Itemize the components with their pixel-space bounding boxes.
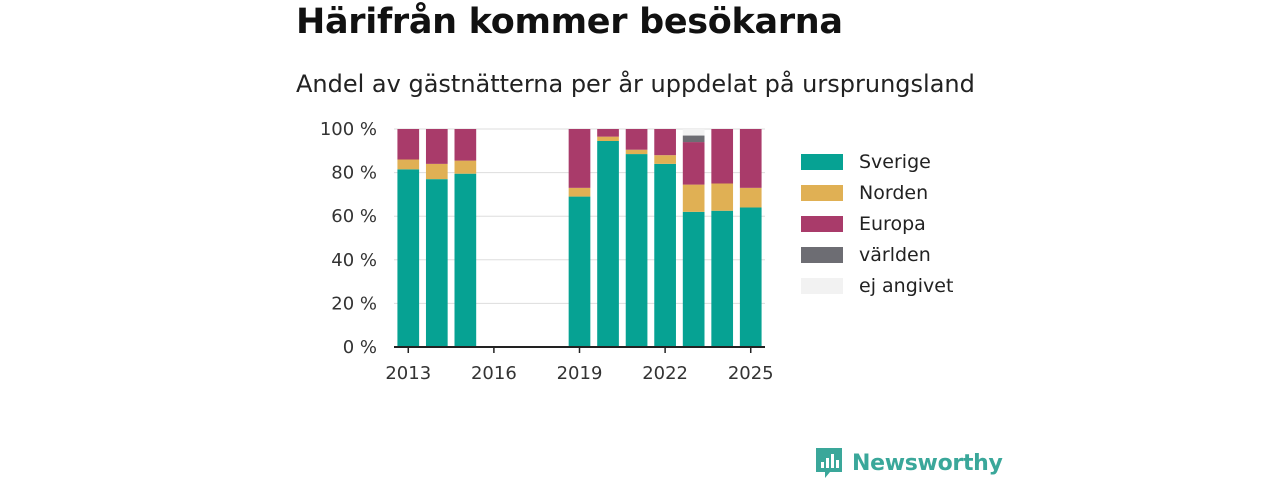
bar-segment-sverige[interactable] [654,163,676,347]
legend: Sverige Norden Europa världen ej angivet [801,146,953,301]
chart-subtitle: Andel av gästnätterna per år uppdelat på… [296,70,975,98]
legend-item-sverige[interactable]: Sverige [801,146,953,177]
legend-label: ej angivet [859,274,954,297]
bar-segment-europa[interactable] [682,142,705,185]
bar-segment-norden[interactable] [711,183,734,211]
y-tick-label: 60 % [331,206,377,227]
bar-segment-världen[interactable] [682,135,705,143]
bar-segment-sverige[interactable] [397,169,420,347]
bar-segment-ej-angivet[interactable] [682,129,705,136]
bar-segment-europa[interactable] [654,129,676,156]
bar-segment-sverige[interactable] [739,207,762,347]
y-tick-label: 100 % [320,119,377,140]
bar-segment-europa[interactable] [711,129,734,184]
x-tick-label: 2025 [728,363,774,384]
legend-item-norden[interactable]: Norden [801,177,953,208]
bar-segment-sverige[interactable] [597,140,619,347]
x-tick-label: 2019 [557,363,603,384]
bar-segment-europa[interactable] [454,129,477,161]
bar-segment-norden[interactable] [682,184,705,212]
bar-segment-europa[interactable] [425,129,448,164]
bar-segment-norden[interactable] [568,187,591,197]
legend-item-ej-angivet[interactable]: ej angivet [801,270,953,301]
bar-segment-sverige[interactable] [682,211,705,347]
y-tick-label: 0 % [343,337,377,358]
bar-segment-norden[interactable] [625,149,648,155]
legend-swatch [801,277,843,294]
legend-swatch [801,153,843,170]
legend-swatch [801,246,843,263]
bar-segment-norden[interactable] [654,155,676,164]
x-tick-label: 2016 [471,363,517,384]
bar-segment-europa[interactable] [597,129,619,137]
bar-segment-europa[interactable] [739,129,762,188]
bar-segment-europa[interactable] [568,129,591,188]
legend-label: Europa [859,212,926,235]
bar-segment-europa[interactable] [625,129,648,150]
brand-label: Newsworthy [852,450,1003,476]
legend-swatch [801,184,843,201]
chart-title: Härifrån kommer besökarna [296,2,843,42]
legend-item-europa[interactable]: Europa [801,208,953,239]
legend-item-varlden[interactable]: världen [801,239,953,270]
bar-segment-norden[interactable] [425,163,448,180]
bar-segment-norden[interactable] [397,159,420,170]
bar-segment-sverige[interactable] [425,179,448,347]
y-tick-label: 20 % [331,293,377,314]
legend-label: Norden [859,181,929,204]
bar-segment-sverige[interactable] [568,196,591,347]
bar-segment-sverige[interactable] [711,210,734,347]
stacked-bar-chart: 0 % 20 % 40 % 60 % 80 % 100 % 2013 2016 2019 2022… [320,119,774,384]
x-tick-label: 2013 [385,363,431,384]
legend-label: världen [859,243,931,266]
bar-segment-europa[interactable] [397,129,420,160]
y-tick-label: 40 % [331,250,377,271]
bar-segment-norden[interactable] [454,160,477,174]
legend-swatch [801,215,843,232]
axes: 0 % 20 % 40 % 60 % 80 % 100 % 2013 2016 2019 2022… [320,119,774,384]
bar-segment-sverige[interactable] [454,173,477,347]
legend-label: Sverige [859,150,931,173]
bar-segment-norden[interactable] [597,136,619,141]
bar-segment-norden[interactable] [739,187,762,208]
bar-segment-sverige[interactable] [625,154,648,347]
newsworthy-logo[interactable]: Newsworthy [814,446,1003,480]
newsworthy-logo-icon [816,448,842,478]
x-tick-label: 2022 [642,363,688,384]
bars [397,129,762,347]
y-tick-label: 80 % [331,163,377,184]
